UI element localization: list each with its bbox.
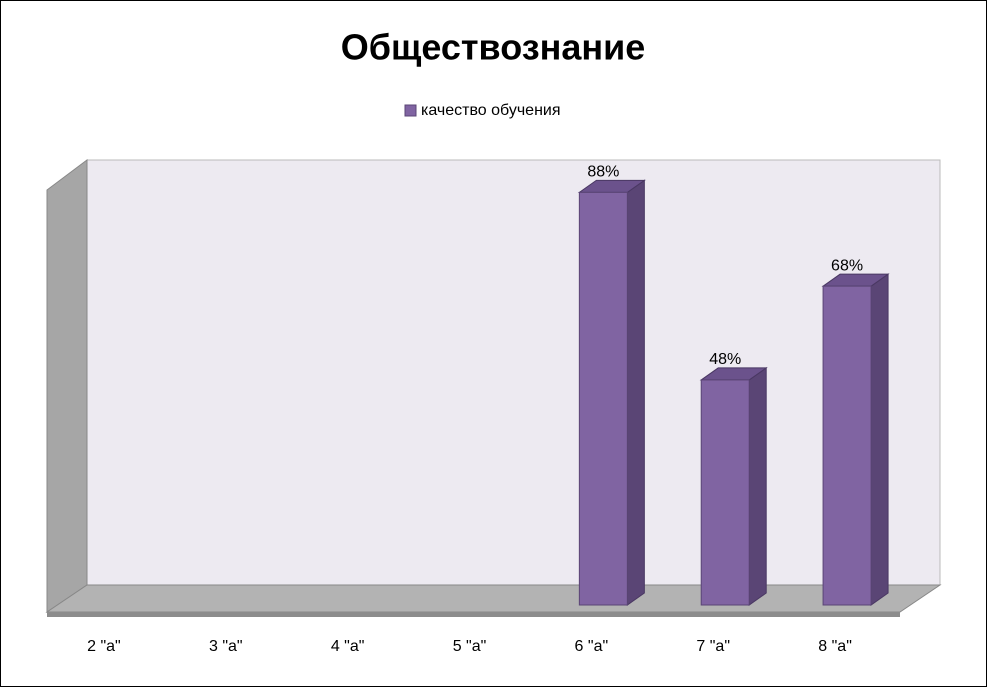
- bar: [700, 379, 750, 606]
- floor: [45, 584, 942, 613]
- legend-label: качество обучения: [421, 102, 561, 119]
- chart-title: Обществознание: [341, 27, 646, 68]
- x-tick-label: 3 "а": [209, 638, 243, 655]
- x-tick-label: 5 "а": [453, 638, 487, 655]
- bar-side: [626, 179, 645, 606]
- back-wall: [86, 159, 941, 586]
- x-tick-label: 4 "а": [331, 638, 365, 655]
- bar-side: [870, 273, 889, 606]
- value-label: 48%: [709, 351, 741, 368]
- value-label: 88%: [587, 164, 619, 181]
- value-label: 68%: [831, 257, 863, 274]
- floor-edge: [47, 612, 900, 617]
- x-tick-label: 8 "а": [818, 638, 852, 655]
- bar: [822, 285, 872, 606]
- x-tick-label: 6 "а": [575, 638, 609, 655]
- x-tick-label: 7 "а": [696, 638, 730, 655]
- bar-side: [748, 366, 767, 606]
- side-wall: [46, 159, 88, 613]
- bar: [578, 191, 628, 606]
- legend-swatch: [404, 104, 417, 117]
- x-tick-label: 2 "а": [87, 638, 121, 655]
